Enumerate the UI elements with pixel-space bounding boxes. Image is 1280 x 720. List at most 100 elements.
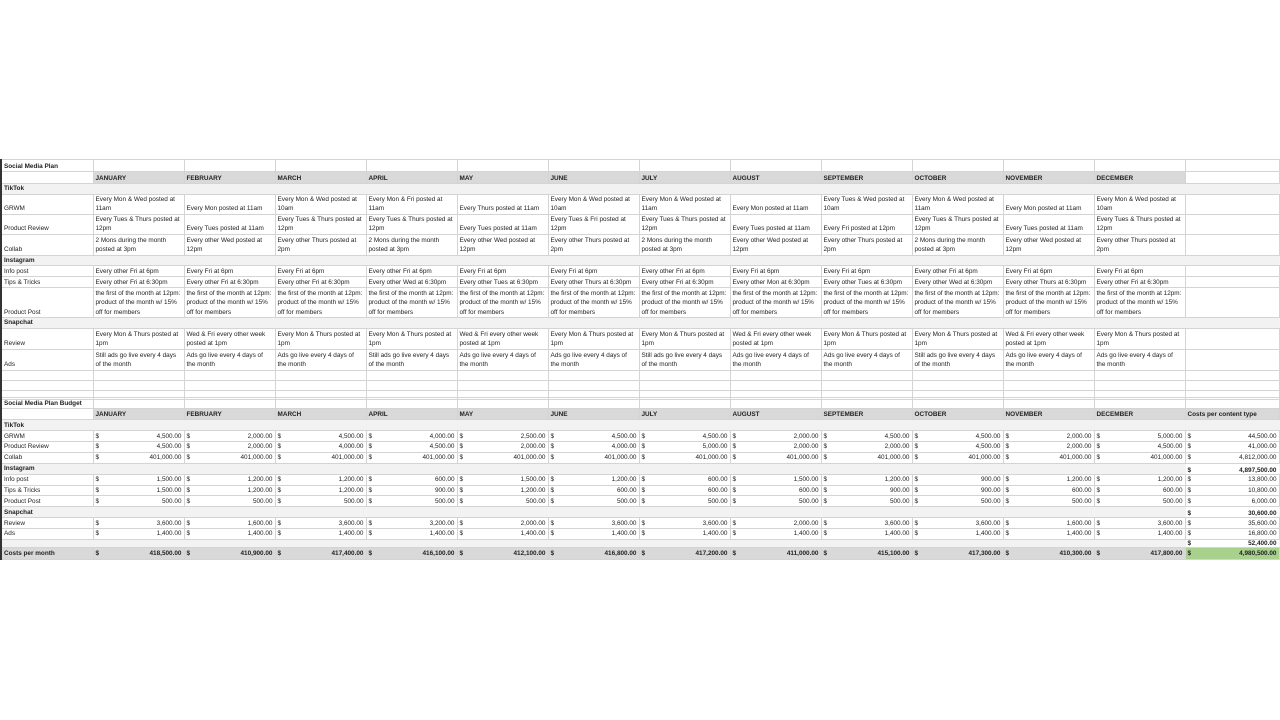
cost-cell[interactable]: $1,400.00 [911,528,1004,540]
cost-cell[interactable]: $1,200.00 [183,473,276,486]
monthly-total[interactable]: $418,500.00 [92,546,185,560]
schedule-cell[interactable]: Every other Fri at 6pm [911,265,1004,277]
cost-cell[interactable]: $3,200.00 [365,517,458,529]
cost-cell[interactable]: $2,000.00 [820,441,913,453]
cost-cell[interactable]: $5,000.00 [638,441,731,453]
cost-cell[interactable]: $900.00 [911,473,1004,486]
cost-cell[interactable]: $600.00 [638,484,731,496]
cost-cell[interactable]: $4,500.00 [92,441,185,453]
schedule-cell[interactable]: Every other Mon at 6:30pm [729,276,822,288]
empty-cell[interactable] [729,397,822,409]
schedule-cell[interactable]: Still ads go live every 4 days of the mo… [92,348,185,371]
cost-cell[interactable]: $1,200.00 [274,484,367,496]
schedule-cell[interactable]: Every Fri at 6pm [1093,265,1186,277]
cost-cell[interactable]: $2,000.00 [729,441,822,453]
empty-cell[interactable] [365,379,458,391]
schedule-cell[interactable]: Every Mon & Thurs posted at 1pm [92,327,185,350]
schedule-cell[interactable]: the first of the month at 12pm: product … [820,287,913,318]
monthly-total[interactable]: $417,800.00 [1093,546,1186,560]
schedule-cell[interactable]: Every Mon & Fri posted at 11am [365,193,458,215]
monthly-total[interactable]: $417,400.00 [274,546,367,560]
empty-cell[interactable] [1002,159,1095,172]
schedule-cell[interactable]: Still ads go live every 4 days of the mo… [638,348,731,371]
cost-cell[interactable]: $500.00 [820,495,913,507]
monthly-total[interactable]: $410,900.00 [183,546,276,560]
schedule-cell[interactable]: Every other Fri at 6:30pm [274,276,367,288]
empty-cell[interactable] [92,397,185,409]
cost-cell[interactable]: $1,400.00 [820,528,913,540]
empty-cell[interactable] [1093,159,1186,172]
schedule-cell[interactable]: Every Fri at 6pm [183,265,276,277]
cost-cell[interactable]: $3,600.00 [1093,517,1186,529]
empty-cell[interactable] [547,159,640,172]
schedule-cell[interactable]: Every other Thurs posted at 2pm [820,233,913,256]
empty-cell[interactable] [547,379,640,391]
cost-cell[interactable]: $4,500.00 [820,430,913,442]
cost-cell[interactable]: $4,000.00 [365,430,458,442]
schedule-cell[interactable]: Every Tues posted at 11am [183,213,276,235]
schedule-cell[interactable]: Every Mon & Thurs posted at 1pm [547,327,640,350]
empty-cell[interactable] [1184,397,1280,409]
schedule-cell[interactable]: Every Tues & Wed posted at 10am [820,193,913,215]
cost-cell[interactable]: $2,000.00 [729,517,822,529]
schedule-cell[interactable]: Ads go live every 4 days of the month [274,348,367,371]
cost-cell[interactable]: $500.00 [183,495,276,507]
schedule-cell[interactable]: Every Mon posted at 11am [729,193,822,215]
schedule-cell[interactable]: the first of the month at 12pm: product … [183,287,276,318]
cost-cell[interactable]: $4,500.00 [1093,441,1186,453]
schedule-cell[interactable]: Every Mon & Thurs posted at 1pm [820,327,913,350]
schedule-cell[interactable]: Every other Fri at 6:30pm [638,276,731,288]
schedule-cell[interactable]: Every Fri at 6pm [274,265,367,277]
schedule-cell[interactable]: Every other Wed at 6:30pm [911,276,1004,288]
schedule-cell[interactable]: Ads go live every 4 days of the month [1093,348,1186,371]
cost-cell[interactable]: $500.00 [729,495,822,507]
cost-cell[interactable]: $4,500.00 [274,430,367,442]
schedule-cell[interactable]: Every other Wed posted at 12pm [183,233,276,256]
cost-cell[interactable]: $4,500.00 [638,430,731,442]
schedule-cell[interactable]: Every Tues posted at 11am [1002,213,1095,235]
cost-cell[interactable]: $2,000.00 [456,517,549,529]
cost-cell[interactable]: $3,600.00 [547,517,640,529]
cost-cell[interactable]: $1,400.00 [92,528,185,540]
empty-cell[interactable] [1002,379,1095,391]
empty-cell[interactable] [1184,379,1280,391]
monthly-total[interactable]: $417,300.00 [911,546,1004,560]
empty-cell[interactable] [1184,265,1280,277]
empty-cell[interactable] [1002,369,1095,381]
content-type-total[interactable]: $16,800.00 [1184,528,1280,540]
schedule-cell[interactable]: Every Mon & Wed posted at 10am [1093,193,1186,215]
cost-cell[interactable]: $2,000.00 [729,430,822,442]
schedule-cell[interactable]: Ads go live every 4 days of the month [820,348,913,371]
empty-cell[interactable] [92,379,185,391]
monthly-total[interactable]: $416,800.00 [547,546,640,560]
content-type-total[interactable]: $35,600.00 [1184,517,1280,529]
monthly-total[interactable]: $411,000.00 [729,546,822,560]
schedule-cell[interactable]: Every other Fri at 6:30pm [1093,276,1186,288]
cost-cell[interactable]: $500.00 [638,495,731,507]
content-type-total[interactable]: $6,000.00 [1184,495,1280,507]
content-type-total[interactable]: $41,000.00 [1184,441,1280,453]
schedule-cell[interactable]: Wed & Fri every other week posted at 1pm [456,327,549,350]
schedule-cell[interactable]: Every Mon posted at 11am [1002,193,1095,215]
schedule-cell[interactable]: Ads go live every 4 days of the month [456,348,549,371]
cost-cell[interactable]: $3,600.00 [274,517,367,529]
cost-cell[interactable]: $1,400.00 [1002,528,1095,540]
cost-cell[interactable]: $401,000.00 [1093,451,1186,464]
cost-cell[interactable]: $4,000.00 [274,441,367,453]
schedule-cell[interactable]: Ads go live every 4 days of the month [1002,348,1095,371]
section-subtotal[interactable]: $4,897,500.00 [1184,462,1280,475]
cost-cell[interactable]: $1,500.00 [92,473,185,486]
schedule-cell[interactable]: Every Mon & Thurs posted at 1pm [638,327,731,350]
empty-cell[interactable] [456,159,549,172]
schedule-cell[interactable]: the first of the month at 12pm: product … [274,287,367,318]
empty-cell[interactable] [365,397,458,409]
schedule-cell[interactable]: Ads go live every 4 days of the month [183,348,276,371]
schedule-cell[interactable]: Every other Tues at 6:30pm [456,276,549,288]
cost-cell[interactable]: $4,500.00 [92,430,185,442]
cost-cell[interactable]: $401,000.00 [911,451,1004,464]
empty-cell[interactable] [547,369,640,381]
schedule-cell[interactable]: Every other Thurs posted at 2pm [547,233,640,256]
cost-cell[interactable]: $4,500.00 [365,441,458,453]
schedule-cell[interactable]: the first of the month at 12pm: product … [1093,287,1186,318]
schedule-cell[interactable]: Every Mon & Thurs posted at 1pm [1093,327,1186,350]
